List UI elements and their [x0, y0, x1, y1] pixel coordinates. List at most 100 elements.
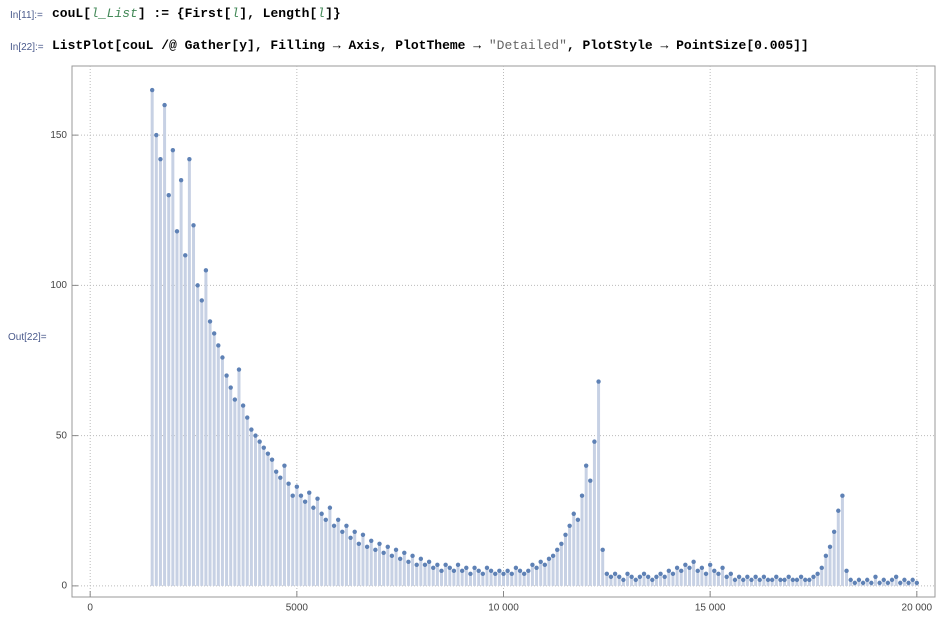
point	[769, 577, 775, 583]
point	[761, 574, 767, 580]
point	[426, 559, 432, 565]
x-tick-label: 20 000	[902, 603, 933, 614]
point	[406, 559, 411, 565]
point	[856, 577, 862, 583]
y-tick-label: 0	[61, 581, 67, 592]
point	[240, 403, 246, 408]
point	[707, 562, 713, 568]
point	[513, 565, 519, 571]
point	[377, 541, 382, 547]
point	[645, 574, 651, 580]
point	[637, 574, 643, 580]
point	[286, 481, 291, 486]
point	[691, 559, 696, 565]
point	[493, 571, 498, 577]
point	[592, 439, 597, 444]
x-tick-label: 5000	[286, 603, 309, 614]
point	[459, 568, 465, 574]
point	[794, 577, 800, 583]
point	[232, 397, 238, 402]
point	[641, 571, 647, 577]
point	[166, 193, 171, 198]
point	[356, 541, 362, 547]
point	[439, 568, 444, 574]
point	[327, 505, 333, 510]
point	[873, 574, 878, 580]
point	[844, 568, 849, 574]
point	[699, 565, 705, 571]
point	[588, 478, 593, 483]
point	[335, 517, 341, 522]
input-code[interactable]: ListPlot[couL /@ Gather[y], Filling → Ax…	[52, 38, 809, 53]
point	[149, 87, 155, 93]
point	[228, 385, 233, 390]
point	[282, 463, 287, 468]
point	[534, 565, 539, 571]
point	[555, 547, 560, 553]
point	[728, 571, 734, 577]
point	[476, 568, 481, 574]
code: ] := {First[	[137, 6, 232, 21]
point	[269, 457, 275, 462]
point	[273, 469, 279, 474]
point	[741, 577, 746, 583]
point	[654, 574, 659, 580]
point	[811, 574, 816, 580]
point	[774, 574, 779, 580]
code: l	[231, 6, 240, 21]
cell-label: In[22]:=	[10, 42, 44, 53]
point	[600, 547, 605, 553]
point	[893, 574, 899, 580]
point	[881, 577, 886, 583]
point	[352, 529, 357, 534]
point	[369, 538, 374, 544]
point	[261, 445, 266, 450]
point	[567, 523, 572, 528]
point	[670, 571, 676, 577]
point	[199, 298, 204, 303]
point	[807, 577, 812, 583]
x-tick-label: 10 000	[488, 603, 519, 614]
point	[563, 532, 568, 537]
point	[803, 577, 808, 583]
point	[914, 580, 920, 586]
y-tick-label: 100	[50, 280, 67, 291]
point	[732, 577, 738, 583]
point	[385, 544, 390, 550]
point	[451, 568, 457, 574]
point	[790, 577, 796, 583]
point	[712, 568, 717, 574]
point	[765, 577, 771, 583]
point	[823, 553, 829, 559]
point	[431, 565, 436, 571]
point	[422, 562, 428, 568]
point	[464, 565, 469, 571]
point	[220, 355, 225, 360]
point	[782, 577, 787, 583]
point	[360, 532, 366, 537]
point	[798, 574, 804, 580]
code: , PlotStyle → PointSize[0.005]]	[566, 38, 809, 53]
point	[703, 571, 709, 577]
point	[898, 580, 903, 586]
point	[397, 556, 403, 562]
point	[840, 493, 845, 498]
point	[381, 550, 386, 556]
code: ], Length[	[239, 6, 318, 21]
point	[877, 580, 882, 586]
point	[629, 574, 634, 580]
point	[178, 177, 184, 183]
point	[633, 577, 638, 583]
cell-label: Out[22]=	[8, 332, 47, 343]
point	[621, 577, 626, 583]
point	[579, 493, 585, 498]
point	[278, 475, 283, 480]
code: couL[	[52, 6, 92, 21]
point	[501, 571, 506, 577]
point	[604, 571, 610, 577]
code: "Detailed"	[488, 38, 567, 53]
point	[402, 550, 407, 556]
input-code[interactable]: couL[l_List] := {First[l], Length[l]}	[52, 6, 341, 21]
point	[658, 571, 663, 577]
point	[364, 544, 370, 550]
